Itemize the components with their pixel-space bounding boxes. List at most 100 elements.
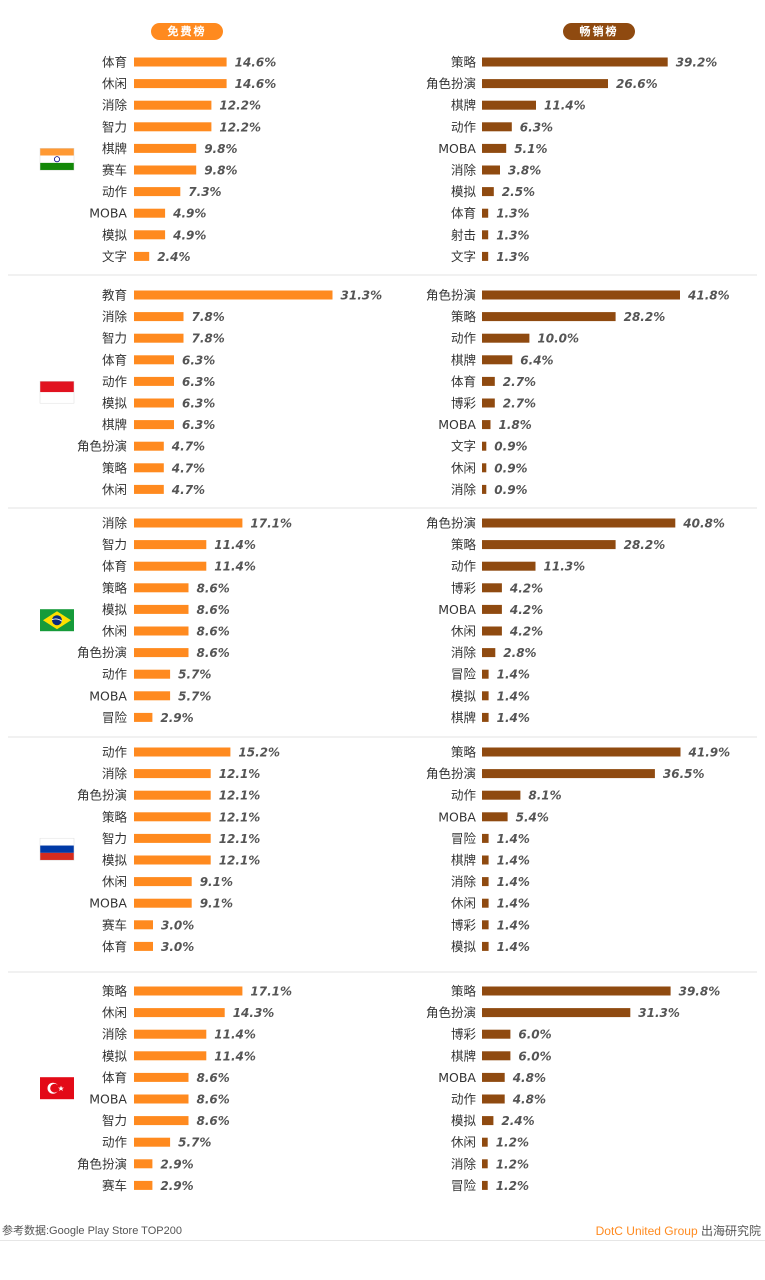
grossing-value-label: 2.5% [502, 185, 535, 199]
grossing-value-label: 1.8% [499, 418, 532, 432]
free-category-label: 智力 [102, 537, 127, 552]
country-panel: 动作 15.2% 消除 12.1% 角色扮演 12.1% 策略 12.1% 智力 12.1% 模拟 1… [39, 745, 730, 954]
free-category-label: 角色扮演 [77, 1156, 127, 1171]
grossing-value-label: 36.5% [663, 767, 705, 781]
free-category-label: 动作 [102, 745, 128, 760]
free-category-label: 体育 [102, 352, 127, 367]
grossing-value-label: 5.4% [516, 810, 549, 824]
grossing-value-label: 2.8% [503, 646, 536, 660]
grossing-value-label: 28.2% [624, 310, 666, 324]
free-bar [134, 1008, 225, 1018]
free-category-label: 智力 [102, 831, 127, 846]
grossing-category-label: MOBA [438, 809, 476, 824]
grossing-value-label: 3.8% [508, 164, 541, 178]
grossing-bar [482, 626, 502, 636]
free-bar [134, 143, 197, 153]
free-bar [134, 941, 153, 951]
grossing-value-label: 0.9% [494, 461, 527, 475]
grossing-value-label: 1.4% [497, 854, 530, 868]
grossing-category-label: 动作 [451, 119, 477, 134]
free-category-label: 角色扮演 [77, 439, 127, 454]
free-value-label: 14.6% [235, 56, 277, 70]
free-value-label: 8.6% [197, 646, 230, 660]
grossing-category-label: 策略 [451, 55, 477, 70]
grossing-category-label: 休闲 [451, 1135, 476, 1150]
grossing-category-label: 冒险 [451, 1178, 477, 1193]
free-category-label: 消除 [102, 516, 128, 531]
grossing-category-label: 博彩 [451, 580, 477, 595]
grossing-value-label: 0.9% [494, 483, 527, 497]
free-value-label: 9.1% [200, 897, 233, 911]
grossing-category-label: 动作 [451, 559, 477, 574]
grossing-bar [482, 898, 489, 908]
grossing-category-label: 模拟 [451, 1113, 477, 1128]
free-bar [134, 1116, 189, 1126]
grossing-value-label: 10.0% [537, 332, 579, 346]
free-category-label: 动作 [102, 667, 128, 682]
free-category-label: 休闲 [102, 482, 127, 497]
free-value-label: 11.4% [214, 1049, 256, 1063]
grossing-value-label: 28.2% [624, 538, 666, 552]
grossing-category-label: 休闲 [451, 896, 476, 911]
free-value-label: 11.4% [214, 560, 256, 574]
grossing-value-label: 6.4% [520, 353, 553, 367]
grossing-category-label: 体育 [451, 374, 476, 389]
grossing-value-label: 4.2% [509, 603, 543, 617]
russia-flag-icon [39, 837, 75, 861]
grossing-value-label: 40.8% [682, 517, 725, 531]
grossing-category-label: 角色扮演 [426, 516, 476, 531]
grossing-value-label: 8.1% [528, 789, 561, 803]
free-value-label: 8.6% [197, 1114, 230, 1128]
grossing-value-label: 26.6% [616, 77, 658, 91]
grossing-bar [482, 312, 616, 322]
grossing-value-label: 1.2% [496, 1157, 529, 1171]
free-bar [134, 1072, 189, 1082]
free-bar [134, 1051, 207, 1061]
free-category-label: 动作 [102, 1135, 128, 1150]
free-bar [134, 747, 231, 757]
grossing-value-label: 2.7% [503, 397, 536, 411]
grossing-bar [482, 941, 489, 951]
grossing-bar [482, 420, 491, 430]
free-category-label: 消除 [102, 766, 128, 781]
grossing-bar [482, 187, 494, 197]
free-bar [134, 669, 171, 679]
free-value-label: 2.9% [160, 1157, 193, 1171]
free-value-label: 2.9% [160, 1179, 193, 1193]
free-bar [134, 1137, 171, 1147]
grossing-bar [482, 648, 496, 658]
free-value-label: 4.7% [171, 461, 205, 475]
free-bar [134, 833, 211, 843]
grossing-bar [482, 165, 500, 175]
free-bar [134, 855, 211, 865]
grossing-category-label: 冒险 [451, 831, 477, 846]
grossing-bar [482, 79, 608, 89]
free-bar [134, 420, 174, 430]
free-bar [134, 312, 184, 322]
grossing-bar [482, 376, 495, 386]
grossing-bar [482, 251, 489, 261]
free-bar [134, 251, 150, 261]
free-bar [134, 626, 189, 636]
grossing-value-label: 39.8% [679, 985, 721, 999]
grossing-value-label: 4.8% [512, 1071, 546, 1085]
grossing-value-label: 1.3% [496, 228, 529, 242]
grossing-value-label: 1.4% [497, 918, 530, 932]
grossing-category-label: 策略 [451, 309, 477, 324]
indonesia-flag-icon [39, 380, 75, 404]
free-value-label: 3.0% [161, 940, 194, 954]
free-category-label: 消除 [102, 98, 128, 113]
free-bar [134, 79, 227, 89]
free-bar [134, 790, 211, 800]
free-bar [134, 208, 166, 218]
grossing-category-label: 策略 [451, 537, 477, 552]
grossing-category-label: 消除 [451, 645, 477, 660]
free-value-label: 11.4% [214, 538, 256, 552]
grossing-value-label: 1.3% [496, 250, 529, 264]
publisher-suffix: 出海研究院 [697, 1224, 761, 1238]
free-bar [134, 812, 211, 822]
free-value-label: 12.1% [219, 832, 261, 846]
free-bar [134, 355, 174, 365]
grossing-bar [482, 691, 489, 701]
grossing-bar [482, 143, 507, 153]
